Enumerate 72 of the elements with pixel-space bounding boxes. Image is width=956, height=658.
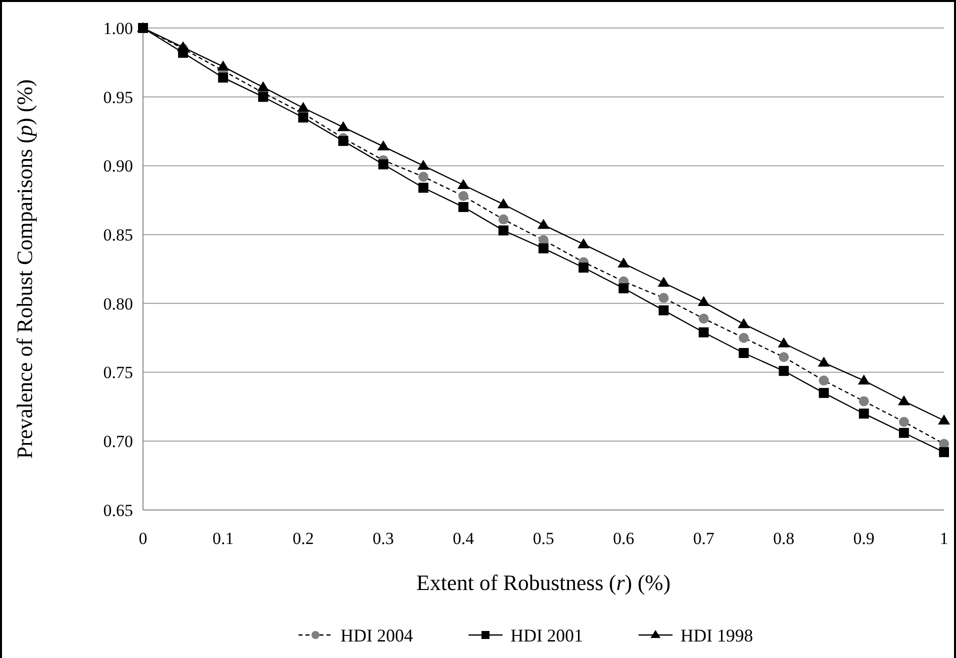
legend-label: HDI 1998 <box>680 625 753 646</box>
point <box>418 182 428 193</box>
x-tick-label: 0.3 <box>372 529 394 548</box>
y-tick-label: 0.75 <box>103 363 133 382</box>
y-tick-label: 0.85 <box>103 226 133 245</box>
point <box>698 314 709 324</box>
point <box>698 296 710 306</box>
y-tick-label: 0.95 <box>103 88 133 107</box>
point <box>738 318 750 328</box>
point <box>898 395 910 406</box>
point <box>778 366 789 376</box>
point <box>377 140 390 150</box>
point <box>938 414 950 424</box>
point <box>378 159 388 170</box>
x-tick-label: 0.6 <box>612 529 634 548</box>
point <box>337 121 350 132</box>
point <box>578 238 590 248</box>
point <box>818 356 830 367</box>
point <box>738 348 749 358</box>
point <box>738 332 749 343</box>
y-tick-label: 0.65 <box>103 500 133 520</box>
point <box>498 225 508 236</box>
point <box>858 396 869 406</box>
x-tick-label: 1 <box>940 529 948 548</box>
point <box>458 191 468 202</box>
x-tick-label: 0.2 <box>292 529 314 548</box>
x-tick-label: 0.7 <box>693 529 715 548</box>
x-tick-label: 0.5 <box>532 529 554 548</box>
y-tick-label: 1.00 <box>103 18 133 38</box>
point <box>939 447 949 458</box>
point <box>257 81 270 92</box>
x-tick-label: 0.9 <box>853 529 875 548</box>
point <box>818 388 829 398</box>
point <box>338 136 348 146</box>
x-tick-label: 0.8 <box>773 529 794 548</box>
point <box>778 352 789 362</box>
point <box>417 160 430 170</box>
point <box>538 243 548 254</box>
x-tick-label: 0.4 <box>452 529 475 548</box>
point <box>457 178 470 189</box>
y-tick-label: 0.80 <box>103 294 133 314</box>
point <box>818 376 829 386</box>
point <box>898 416 909 427</box>
x-axis-title: Extent of Robustness (r) (%) <box>416 570 671 595</box>
y-tick-label: 0.90 <box>103 156 133 176</box>
y-axis-title: Prevalence of Robust Comparisons (p) (%) <box>12 79 37 459</box>
point <box>898 428 909 438</box>
point <box>618 257 630 268</box>
point <box>418 172 428 182</box>
point <box>298 112 308 123</box>
point <box>458 202 468 212</box>
point <box>218 72 228 83</box>
point <box>698 327 709 338</box>
point <box>658 292 669 303</box>
point <box>858 408 869 419</box>
point <box>618 283 629 294</box>
point <box>217 60 230 71</box>
point <box>778 337 790 348</box>
point <box>258 92 268 102</box>
point <box>297 102 310 112</box>
point <box>658 276 670 287</box>
x-tick-label: 0.1 <box>212 529 234 548</box>
point <box>578 262 589 273</box>
point <box>497 198 510 208</box>
point <box>498 214 508 224</box>
point <box>538 218 550 229</box>
y-tick-label: 0.70 <box>103 432 133 452</box>
point <box>658 305 669 316</box>
point <box>858 374 870 385</box>
legend-label: HDI 2004 <box>340 625 413 646</box>
legend-label: HDI 2001 <box>510 625 583 646</box>
x-tick-label: 0 <box>138 529 148 548</box>
